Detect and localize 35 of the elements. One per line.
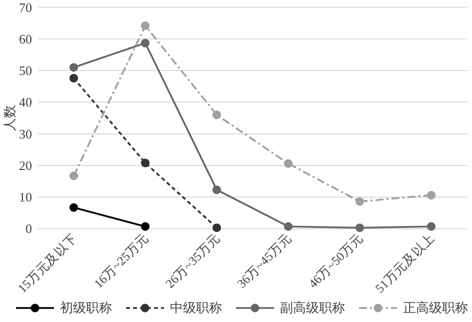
point [212, 185, 222, 194]
y-tick-label: 50 [19, 63, 32, 78]
y-tick-label: 40 [19, 94, 32, 110]
point [426, 222, 436, 231]
point [212, 110, 222, 120]
x-tick-label: 36万~45万元 [234, 230, 294, 291]
y-tick-label: 70 [19, 0, 32, 15]
legend-label: 初级职称 [60, 300, 112, 315]
y-axis-title: 人数 [2, 105, 17, 131]
legend-label: 副高级职称 [280, 300, 345, 315]
point [69, 74, 78, 82]
x-tick-label: 26万~35万元 [162, 230, 223, 291]
x-tick-label: 46万~50万元 [306, 230, 366, 291]
point [355, 223, 364, 232]
point [140, 21, 150, 30]
point [426, 190, 436, 200]
point [212, 223, 222, 232]
y-tick-label: 30 [19, 126, 32, 142]
point [69, 203, 78, 212]
x-tick-label: 16万~25万元 [91, 230, 152, 291]
y-tick-label: 10 [19, 190, 32, 205]
y-tick-label: 20 [19, 158, 32, 173]
point [140, 158, 150, 168]
y-tick-label: 0 [26, 221, 32, 236]
legend-label: 中级职称 [170, 300, 222, 315]
y-tick-label: 60 [19, 31, 32, 46]
point [284, 222, 293, 231]
point [355, 197, 364, 206]
point [284, 159, 293, 168]
point [140, 38, 150, 48]
point [69, 63, 78, 72]
legend-label: 正高级职称 [403, 300, 468, 315]
point [69, 172, 78, 180]
point [140, 222, 150, 231]
x-tick-label: 51万元及以上 [372, 230, 438, 296]
